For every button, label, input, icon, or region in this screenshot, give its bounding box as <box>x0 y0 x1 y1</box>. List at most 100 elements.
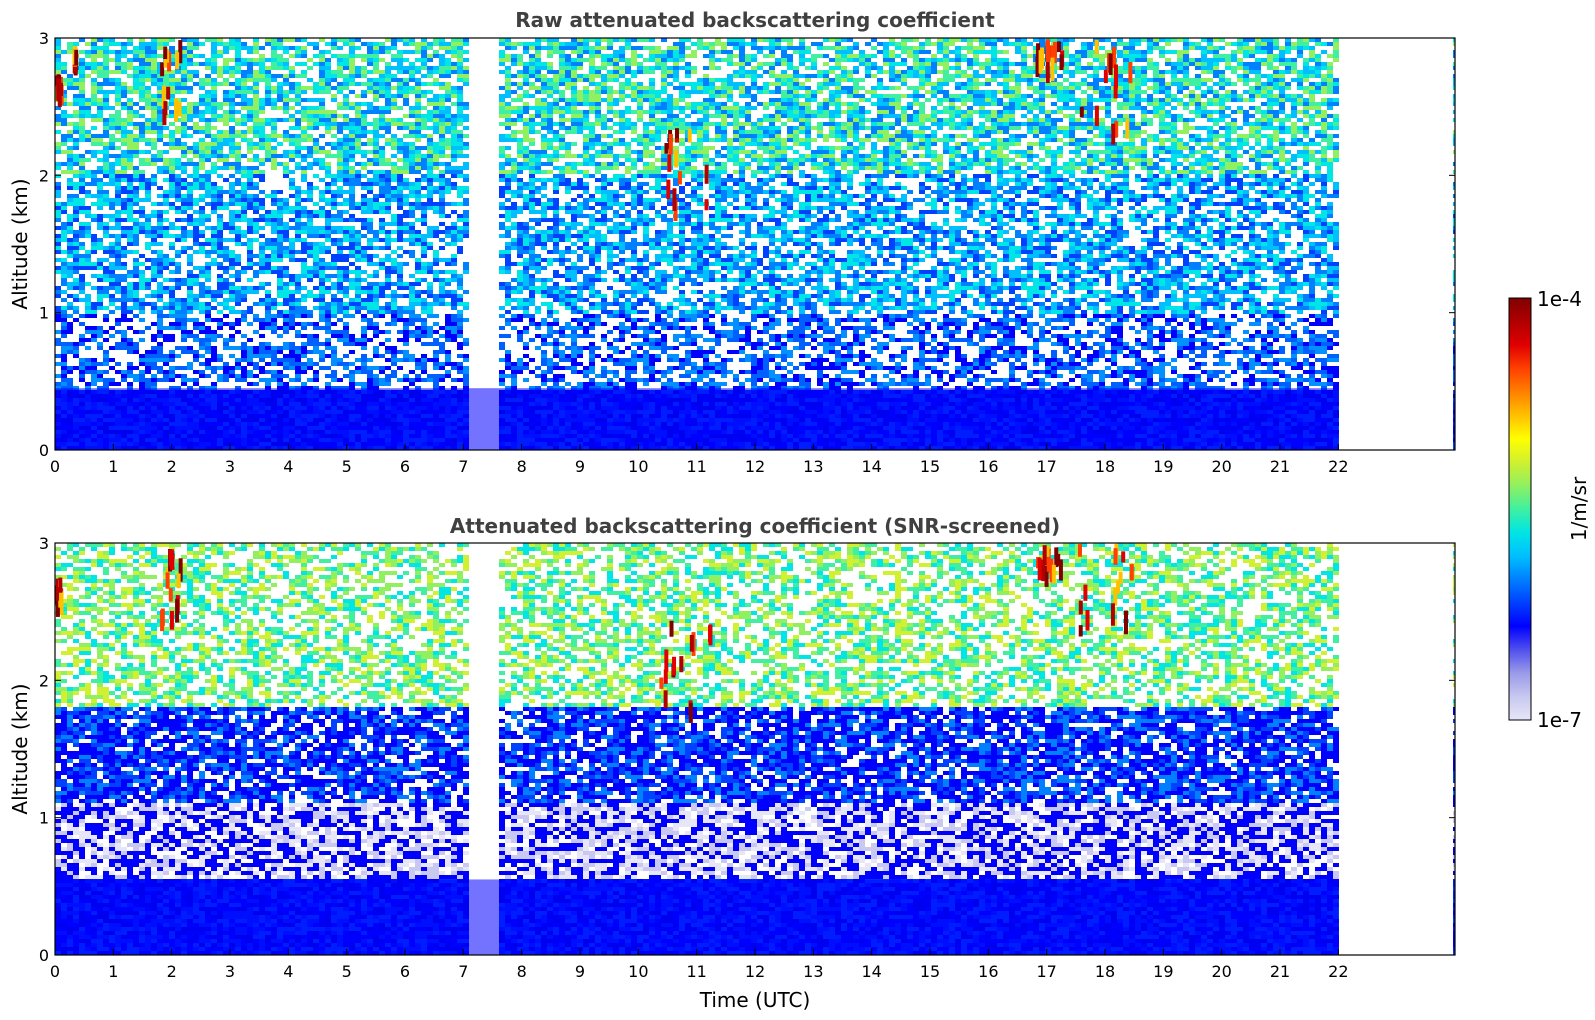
cloud-mark <box>1078 600 1083 615</box>
cloud-mark <box>672 656 677 676</box>
cloud-mark <box>177 101 182 117</box>
x-tick-label: 16 <box>978 457 998 476</box>
y-tick-label: 0 <box>39 441 49 460</box>
cloud-mark <box>1118 571 1123 584</box>
cloud-mark <box>677 171 682 185</box>
cloud-mark <box>1125 118 1130 139</box>
colorbar-gradient <box>1508 297 1532 721</box>
cloud-mark <box>1049 45 1054 60</box>
x-tick-label: 16 <box>978 962 998 981</box>
cloud-mark <box>175 598 180 623</box>
cloud-mark <box>1045 60 1050 84</box>
cloud-mark <box>1038 50 1043 74</box>
cloud-mark <box>1114 120 1119 138</box>
cloud-mark <box>55 593 60 617</box>
cloud-mark <box>1113 85 1118 99</box>
cloud-mark <box>175 52 180 70</box>
cloud-mark <box>57 78 62 96</box>
cloud-mark <box>679 656 684 673</box>
cloud-mark <box>1083 584 1088 601</box>
cloud-mark <box>1116 580 1121 594</box>
x-tick-label: 22 <box>1328 457 1348 476</box>
x-tick-label: 2 <box>167 962 177 981</box>
cloud-mark <box>166 86 171 100</box>
cloud-mark <box>163 101 168 116</box>
x-tick-label: 0 <box>50 457 60 476</box>
cloud-mark <box>1094 105 1099 127</box>
panel-raw: Raw attenuated backscattering coefficien… <box>8 8 1456 476</box>
panel-screened-plot-area <box>55 543 1455 955</box>
cloud-mark <box>168 588 173 602</box>
panel-raw-y-label: Altitude (km) <box>8 178 32 309</box>
cloud-mark <box>163 46 168 60</box>
y-tick-label: 1 <box>39 304 49 323</box>
cloud-mark <box>664 143 669 154</box>
cloud-mark <box>178 558 183 582</box>
cloud-mark <box>1103 69 1108 84</box>
cloud-mark <box>1113 548 1118 565</box>
cloud-mark <box>1044 565 1049 587</box>
x-tick-label: 22 <box>1328 962 1348 981</box>
x-tick-label: 15 <box>920 962 940 981</box>
cloud-mark <box>1094 39 1099 55</box>
cloud-mark <box>58 577 63 593</box>
panel-screened-title: Attenuated backscattering coefficient (S… <box>450 514 1060 538</box>
x-tick-label: 17 <box>1036 962 1056 981</box>
cloud-mark <box>1112 47 1117 68</box>
cloud-mark <box>1059 54 1064 71</box>
cloud-mark <box>708 624 713 646</box>
x-tick-label: 21 <box>1270 457 1290 476</box>
cloud-mark <box>1036 43 1041 61</box>
panel-raw-plot-area <box>55 38 1455 450</box>
x-tick-label: 5 <box>342 962 352 981</box>
cloud-mark <box>1045 545 1050 557</box>
cloud-mark <box>666 179 671 200</box>
x-tick-label: 2 <box>167 457 177 476</box>
cloud-mark <box>1051 564 1056 584</box>
cloud-mark <box>1042 545 1047 566</box>
colorbar: 1e-4 1e-7 1/m/sr <box>1508 287 1591 732</box>
cloud-mark <box>1113 587 1118 606</box>
x-tick-label: 19 <box>1153 962 1173 981</box>
cloud-mark <box>663 669 668 684</box>
x-tick-label: 5 <box>342 457 352 476</box>
x-tick-label: 4 <box>283 962 293 981</box>
cloud-mark <box>1035 56 1040 78</box>
cloud-mark <box>1121 551 1126 563</box>
cloud-mark <box>161 85 166 109</box>
x-tick-label: 12 <box>745 962 765 981</box>
x-tick-label: 11 <box>686 457 706 476</box>
x-tick-label: 13 <box>803 457 823 476</box>
cloud-mark <box>1037 557 1042 581</box>
cloud-mark <box>1078 625 1083 637</box>
cloud-mark <box>1110 603 1115 626</box>
cloud-mark <box>688 703 693 723</box>
x-tick-label: 14 <box>861 457 881 476</box>
colorbar-unit-label: 1/m/sr <box>1567 476 1591 541</box>
cloud-mark <box>1052 41 1057 64</box>
cloud-mark <box>1045 39 1050 62</box>
cloud-mark <box>1128 61 1133 84</box>
cloud-mark <box>1050 57 1055 82</box>
panel-raw-x-ticks: 0 1 2 3 4 5 6 7 8 9 10 11 12 13 14 15 16 17 18 19 20 21 22 <box>50 444 1349 476</box>
y-tick-label: 3 <box>39 29 49 48</box>
panel-screened-y-label: Altitude (km) <box>8 683 32 814</box>
y-tick-label: 2 <box>39 671 49 690</box>
cloud-mark <box>1056 553 1061 566</box>
cloud-mark <box>167 51 172 72</box>
cloud-mark <box>165 572 170 589</box>
cloud-mark <box>160 62 165 77</box>
x-tick-label: 13 <box>803 962 823 981</box>
panel-screened-x-ticks: 0 1 2 3 4 5 6 7 8 9 10 11 12 13 14 15 16 17 18 19 20 21 22 <box>50 949 1349 981</box>
x-tick-label: 18 <box>1095 457 1115 476</box>
cloud-mark <box>1111 123 1116 145</box>
cloud-mark <box>689 634 694 652</box>
y-tick-label: 2 <box>39 166 49 185</box>
x-tick-label: 20 <box>1211 962 1231 981</box>
cloud-mark <box>1079 106 1084 118</box>
cloud-mark <box>1113 64 1118 89</box>
cloud-mark <box>687 128 692 143</box>
y-tick-label: 3 <box>39 534 49 553</box>
aerosol-layer-mark <box>55 879 1339 955</box>
